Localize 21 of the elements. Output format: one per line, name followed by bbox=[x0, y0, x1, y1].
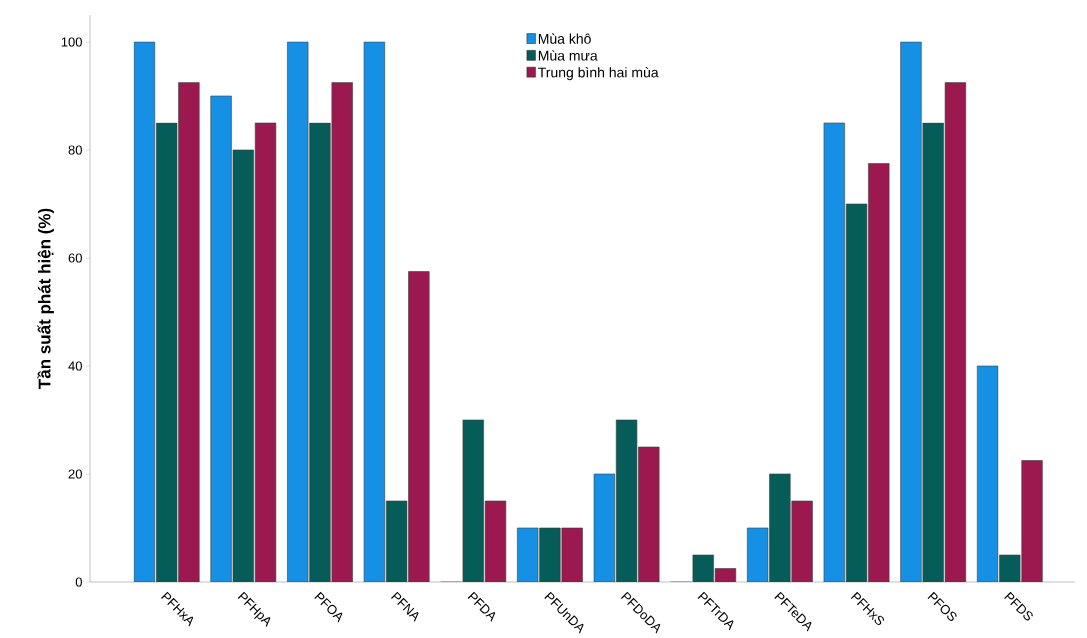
bar bbox=[638, 446, 660, 582]
y-tick-label: 100 bbox=[61, 37, 82, 47]
y-tick-label: 40 bbox=[68, 361, 82, 371]
y-tick-label: 20 bbox=[68, 469, 82, 479]
bar bbox=[791, 500, 813, 582]
bar bbox=[408, 271, 430, 582]
bar bbox=[484, 500, 507, 582]
bar bbox=[561, 527, 583, 582]
bar bbox=[331, 82, 353, 582]
bar bbox=[178, 82, 200, 582]
legend-label: Trung bình hai mùa bbox=[538, 66, 659, 80]
bar bbox=[944, 82, 967, 582]
legend-label: Mùa mưa bbox=[538, 49, 598, 61]
bar bbox=[254, 122, 277, 582]
bar bbox=[868, 163, 890, 582]
y-tick-label: 0 bbox=[75, 577, 82, 587]
bar bbox=[1021, 460, 1043, 582]
y-tick-label: 80 bbox=[68, 145, 82, 155]
y-axis-title: Tần suất phát hiện (%) bbox=[37, 208, 54, 389]
legend-label: Mùa khô bbox=[538, 33, 591, 44]
y-tick-label: 60 bbox=[68, 253, 82, 263]
